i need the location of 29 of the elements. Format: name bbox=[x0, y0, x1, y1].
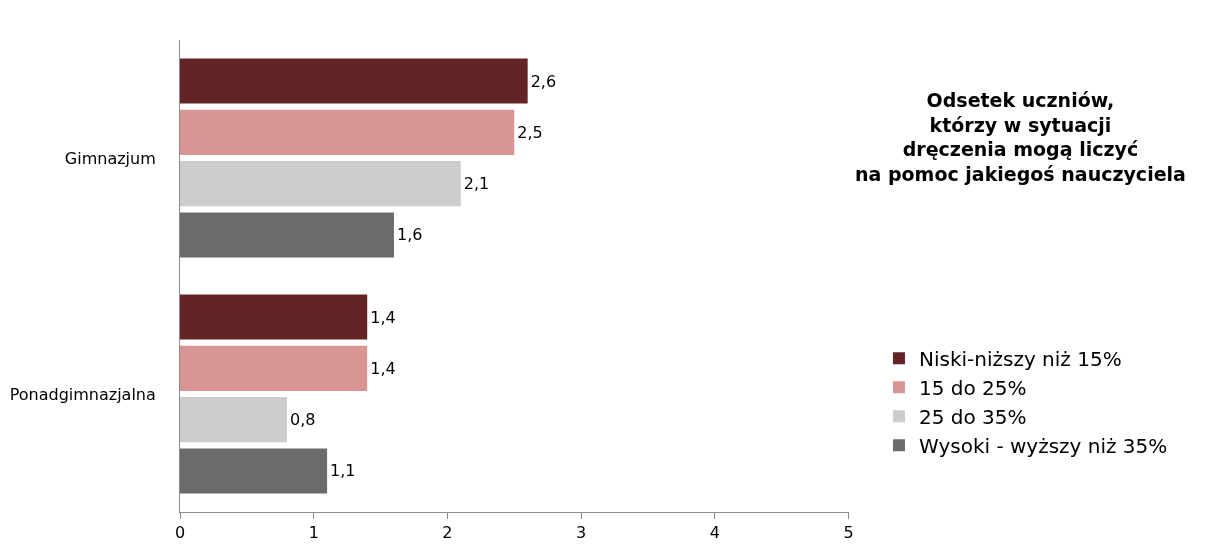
legend-label: Wysoki - wyższy niż 35% bbox=[918, 434, 1168, 459]
bar bbox=[180, 345, 368, 391]
y-tick-label: Gimnazjum bbox=[64, 148, 156, 168]
legend-label: 15 do 25% bbox=[918, 376, 1027, 401]
y-tick-label: Ponadgimnazjalna bbox=[9, 384, 156, 404]
x-tick-label: 0 bbox=[174, 523, 186, 543]
bar bbox=[180, 294, 368, 340]
bar bbox=[180, 212, 394, 258]
data-label: 1,1 bbox=[330, 461, 356, 481]
text: Odsetek uczniów, którzy w sytuacji dręczenia mogą liczyć na pomoc jakiegoś nauczyciela bbox=[855, 89, 1186, 186]
data-label: 0,8 bbox=[289, 410, 316, 430]
x-tick-label: 2 bbox=[442, 523, 453, 543]
x-tick-label: 5 bbox=[843, 523, 854, 543]
legend-label: 25 do 35% bbox=[918, 405, 1027, 430]
data-label: 1,6 bbox=[396, 225, 423, 245]
data-label: 2,5 bbox=[517, 122, 543, 142]
data-label: 1,4 bbox=[370, 358, 396, 378]
x-tick-label: 1 bbox=[308, 523, 319, 543]
data-label: 1,4 bbox=[370, 307, 396, 327]
data-label: 2,1 bbox=[463, 174, 490, 194]
bar bbox=[180, 109, 515, 155]
data-label: 2,6 bbox=[530, 71, 557, 91]
bar bbox=[180, 161, 461, 207]
bar bbox=[180, 448, 328, 494]
bar bbox=[180, 397, 287, 443]
legend-label: Niski-niższy niż 15% bbox=[918, 347, 1122, 372]
x-tick-label: 3 bbox=[576, 523, 587, 543]
x-tick-label: 4 bbox=[709, 523, 720, 543]
bar bbox=[180, 58, 528, 104]
